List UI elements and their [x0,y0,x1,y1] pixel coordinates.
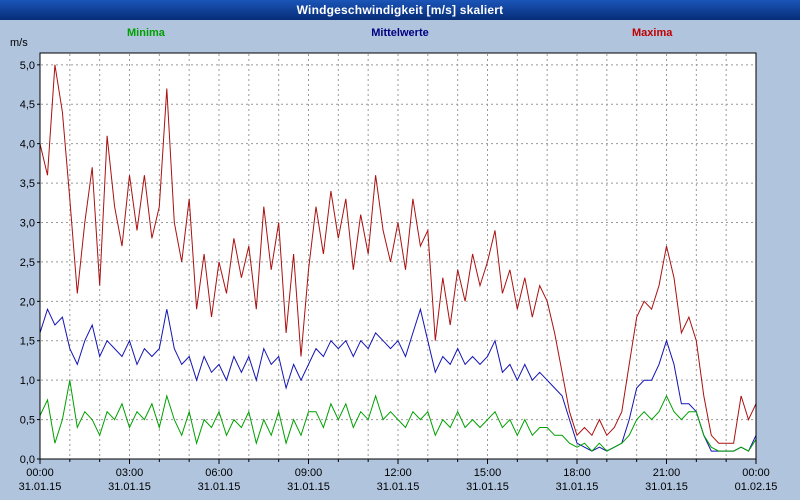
window-titlebar: Windgeschwindigkeit [m/s] skaliert [0,0,800,20]
plot-border [39,52,757,460]
svg-text:1,5: 1,5 [20,336,35,348]
legend-item-minima: Minima [127,27,165,39]
svg-text:31.01.15: 31.01.15 [556,481,599,493]
svg-text:1,0: 1,0 [20,375,35,387]
svg-text:2,0: 2,0 [20,296,35,308]
legend-item-mittelwerte: Mittelwerte [371,27,429,39]
svg-text:31.01.15: 31.01.15 [19,481,62,493]
svg-text:0,0: 0,0 [20,454,35,466]
axis-labels: 0,0 0,5 1,0 1,5 2,0 2,5 3,0 3,5 4,0 4,5 5,0 00:00 31… [10,37,777,493]
svg-text:3,0: 3,0 [20,217,35,229]
svg-text:00:00: 00:00 [26,467,54,479]
wind-speed-chart: 0,0 0,5 1,0 1,5 2,0 2,5 3,0 3,5 4,0 4,5 5,0 00:00 31… [10,37,777,493]
series-line-maxima [39,64,757,444]
legend-item-maxima: Maxima [632,27,673,39]
svg-text:15:00: 15:00 [474,467,502,479]
svg-text:2,5: 2,5 [20,257,35,269]
svg-text:00:00: 00:00 [742,467,770,479]
svg-text:31.01.15: 31.01.15 [198,481,241,493]
svg-text:12:00: 12:00 [384,467,412,479]
series-line-minima [39,380,757,452]
svg-text:31.01.15: 31.01.15 [108,481,151,493]
page-title: Windgeschwindigkeit [m/s] skaliert [296,3,504,17]
svg-text:31.01.15: 31.01.15 [287,481,330,493]
svg-text:21:00: 21:00 [653,467,681,479]
svg-text:18:00: 18:00 [563,467,591,479]
svg-text:09:00: 09:00 [295,467,323,479]
svg-text:0,5: 0,5 [20,415,35,427]
svg-text:4,0: 4,0 [20,139,35,151]
svg-text:31.01.15: 31.01.15 [377,481,420,493]
svg-text:31.01.15: 31.01.15 [645,481,688,493]
svg-text:31.01.15: 31.01.15 [466,481,509,493]
svg-text:3,5: 3,5 [20,178,35,190]
svg-text:03:00: 03:00 [116,467,144,479]
svg-text:06:00: 06:00 [205,467,233,479]
svg-text:4,5: 4,5 [20,99,35,111]
svg-text:5,0: 5,0 [20,60,35,72]
svg-text:m/s: m/s [10,37,28,49]
series-line-mittelwerte [39,307,757,452]
svg-text:01.02.15: 01.02.15 [735,481,778,493]
